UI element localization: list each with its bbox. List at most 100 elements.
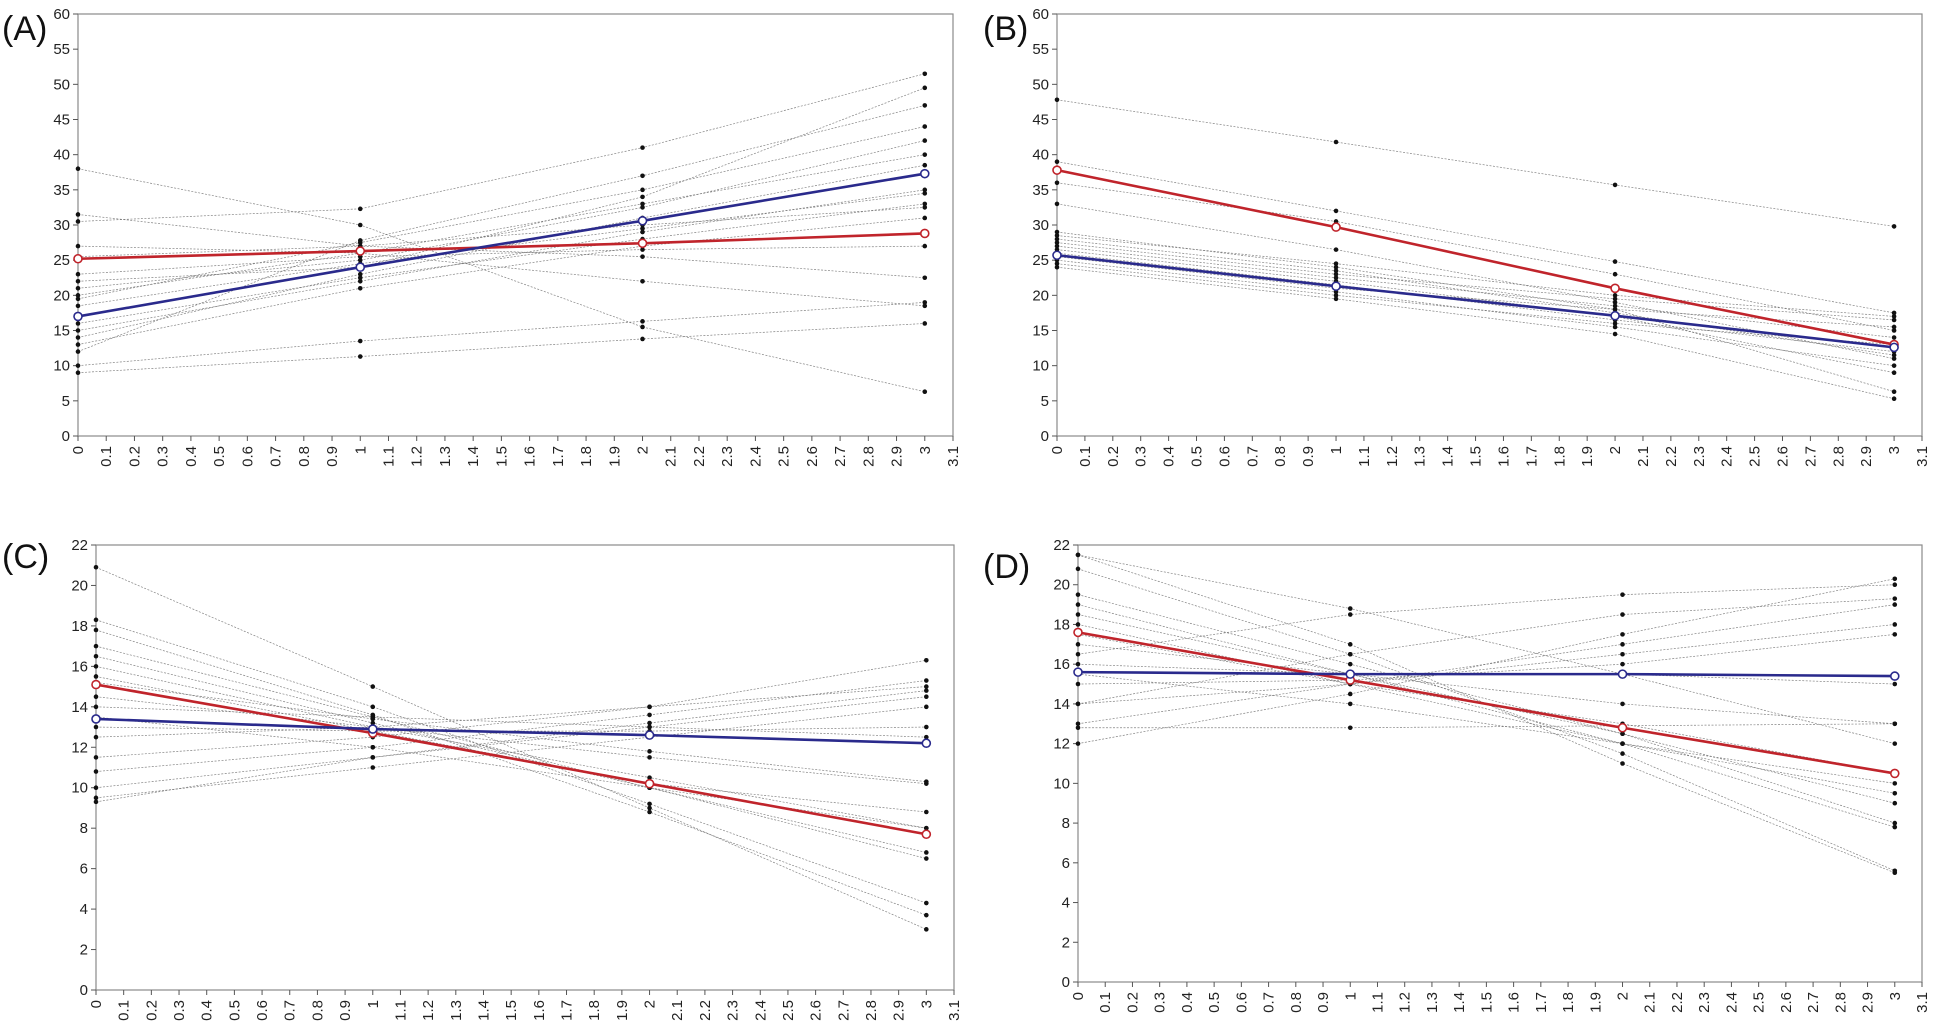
individual-point <box>1891 356 1897 361</box>
individual-point <box>1892 800 1898 806</box>
plot-frame <box>1056 13 1923 437</box>
x-tick-label: 1.9 <box>614 1000 631 1021</box>
x-tick-label: 1.2 <box>420 1000 437 1021</box>
y-tick-label: 40 <box>53 147 70 164</box>
individual-point <box>1891 317 1897 323</box>
individual-point <box>93 564 99 570</box>
individual-point <box>1347 651 1353 657</box>
x-tick-label: 2.8 <box>1832 992 1849 1013</box>
individual-point <box>922 138 928 143</box>
individual-point <box>1333 293 1339 298</box>
individual-point <box>1347 642 1353 647</box>
y-tick-label: 6 <box>1062 855 1070 872</box>
individual-trajectory <box>95 686 927 738</box>
mean-point <box>1052 250 1062 261</box>
x-tick-label: 1.4 <box>1440 446 1457 467</box>
y-tick-label: 60 <box>1032 6 1049 23</box>
x-tick-label: 2.7 <box>1805 992 1822 1013</box>
individual-point <box>1054 236 1060 242</box>
x-tick-label: 0.1 <box>1077 446 1094 467</box>
individual-point <box>640 201 645 207</box>
individual-trajectory <box>1056 235 1895 317</box>
y-tick-label: 0 <box>1041 428 1049 445</box>
x-tick-label: 1.7 <box>559 1000 576 1021</box>
y-tick-label: 2 <box>80 942 88 959</box>
individual-trajectory <box>77 126 925 300</box>
y-tick-label: 8 <box>1062 815 1070 832</box>
individual-trajectory <box>1056 266 1895 400</box>
individual-point <box>640 194 645 200</box>
x-tick-label: 0.8 <box>309 1000 326 1021</box>
panel-label: (A) <box>2 10 47 48</box>
individual-trajectory <box>95 726 927 732</box>
individual-point <box>1075 681 1081 687</box>
x-tick-label: 1.7 <box>550 446 567 467</box>
individual-point <box>1620 661 1625 667</box>
x-tick-label: 2.9 <box>891 1000 908 1021</box>
x-tick-label: 1.4 <box>475 1000 492 1021</box>
mean-point <box>921 829 932 840</box>
x-tick-label: 3.1 <box>945 446 962 467</box>
mean-point <box>1331 222 1341 232</box>
x-tick-label: 2.6 <box>1778 992 1795 1013</box>
x-tick-label: 3 <box>917 446 934 454</box>
individual-point <box>1054 229 1060 235</box>
x-tick-label: 0.1 <box>1097 992 1114 1013</box>
individual-point <box>1891 370 1897 376</box>
individual-point <box>93 795 99 801</box>
x-tick-label: 2 <box>1607 446 1624 454</box>
individual-point <box>1054 201 1060 207</box>
x-tick-label: 2.4 <box>1723 992 1740 1013</box>
individual-point <box>1075 701 1081 707</box>
x-tick-label: 2.5 <box>1751 992 1768 1013</box>
y-tick-label: 16 <box>1053 656 1070 673</box>
individual-point <box>1620 731 1625 737</box>
x-tick-label: 1.5 <box>1478 992 1495 1013</box>
x-tick-label: 1 <box>352 446 369 454</box>
y-tick-label: 8 <box>80 820 88 837</box>
individual-point <box>1891 363 1897 368</box>
individual-point <box>924 779 929 784</box>
individual-point <box>93 653 99 659</box>
individual-trajectory <box>1056 182 1895 331</box>
individual-trajectory <box>1077 624 1895 794</box>
individual-point <box>1075 725 1081 731</box>
x-tick-label: 2.5 <box>1747 446 1764 467</box>
individual-point <box>1612 331 1618 337</box>
x-tick-label: 0.1 <box>116 1000 133 1021</box>
x-tick-label: 0.4 <box>1161 446 1178 467</box>
x-tick-label: 0.4 <box>183 446 200 467</box>
individual-point <box>1333 208 1339 214</box>
individual-point <box>922 303 928 309</box>
mean-point <box>73 253 83 264</box>
individual-point <box>647 775 652 780</box>
individual-point <box>1347 701 1353 707</box>
individual-point <box>75 321 81 326</box>
individual-point <box>1054 240 1060 245</box>
individual-point <box>93 769 99 774</box>
individual-point <box>1075 552 1081 558</box>
y-tick-label: 30 <box>1032 217 1049 234</box>
individual-point <box>640 324 645 330</box>
x-tick-label: 2.9 <box>889 446 906 467</box>
individual-point <box>924 688 929 693</box>
y-tick-label: 5 <box>62 393 70 410</box>
individual-point <box>75 370 81 376</box>
individual-point <box>924 850 929 855</box>
x-tick-label: 1.2 <box>1384 446 1401 467</box>
individual-point <box>922 215 928 221</box>
individual-point <box>1333 268 1339 274</box>
mean-point <box>355 246 366 256</box>
individual-point <box>93 694 99 700</box>
y-tick-label: 4 <box>80 901 88 918</box>
x-tick-label: 0.2 <box>143 1000 160 1021</box>
mean-point <box>1610 310 1620 321</box>
individual-trajectory <box>77 217 925 345</box>
individual-point <box>922 275 928 281</box>
x-tick-label: 1.9 <box>1587 992 1604 1013</box>
mean-point <box>1617 722 1628 733</box>
individual-point <box>1612 300 1618 305</box>
individual-point <box>1333 247 1339 252</box>
individual-point <box>1892 632 1898 637</box>
